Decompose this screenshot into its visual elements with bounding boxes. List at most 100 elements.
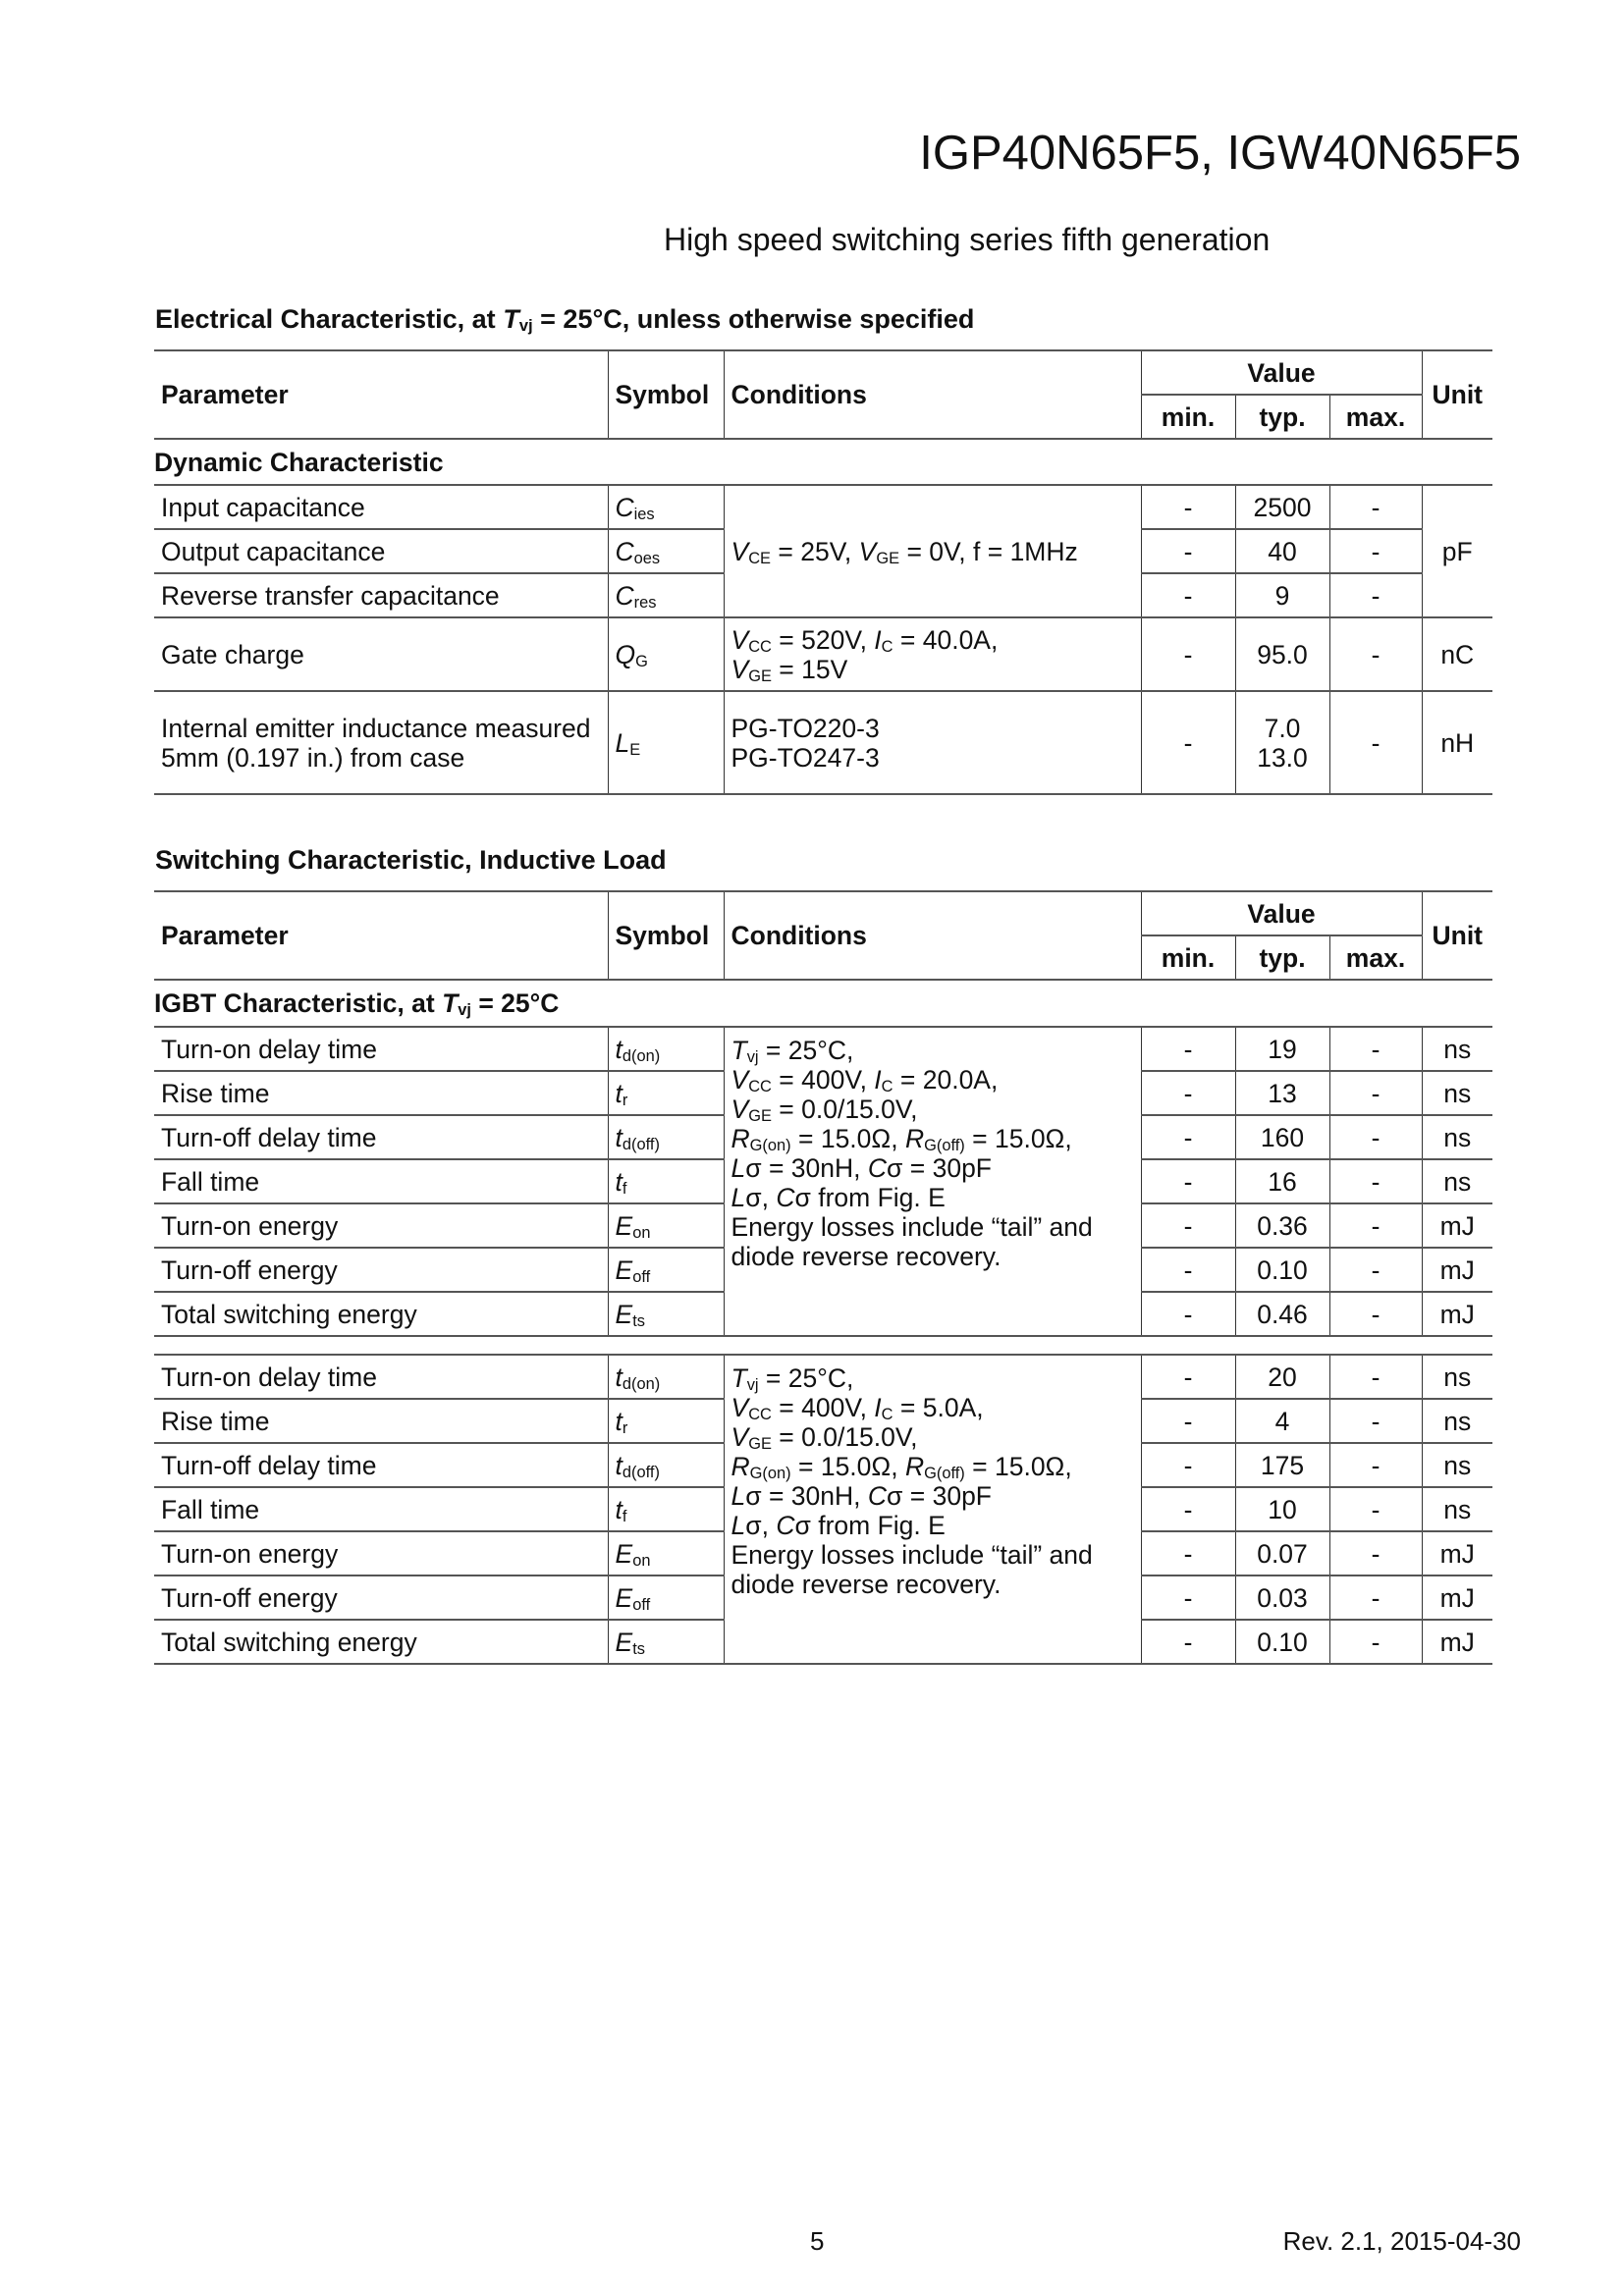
parameter-cell: Turn-off delay time <box>154 1115 608 1160</box>
unit-cell: mJ <box>1421 1531 1493 1576</box>
subscript: C <box>881 637 893 656</box>
header-min: min. <box>1140 395 1235 440</box>
italic-symbol: T <box>503 304 519 334</box>
symbol-cell: Cres <box>607 573 724 618</box>
condition-line: diode reverse recovery. <box>731 1242 1134 1271</box>
subscript: ies <box>633 505 655 523</box>
unit-cell: ns <box>1421 1399 1493 1444</box>
header-unit: Unit <box>1421 890 1493 981</box>
parameter-cell: Turn-on delay time <box>154 1027 608 1072</box>
symbol-cell: tf <box>607 1159 724 1204</box>
header-row: Parameter Symbol Conditions Value Unit <box>154 890 1493 981</box>
symbol-cell: tr <box>607 1399 724 1444</box>
subscript: CC <box>748 1406 772 1423</box>
symbol-cell: td(off) <box>607 1443 724 1488</box>
table-row: Turn-off delay time td(off) -160- ns <box>154 1115 1493 1160</box>
conditions-cell: VCC = 520V, IC = 40.0A, VGE = 15V <box>723 617 1141 692</box>
header-symbol: Symbol <box>607 890 724 981</box>
header-symbol: Symbol <box>607 349 724 440</box>
electrical-section-heading: Electrical Characteristic, at Tvj = 25°C… <box>155 304 974 335</box>
italic-symbol: L <box>731 1183 746 1212</box>
text-segment: = 25°C <box>470 988 560 1018</box>
parameter-cell: Rise time <box>154 1399 608 1444</box>
text-segment: Dynamic Characteristic <box>154 447 444 477</box>
condition-line: VGE = 0.0/15.0V, <box>731 1422 1134 1452</box>
typ-value-cell: 0.46 <box>1234 1292 1329 1337</box>
text-segment: = 520V, <box>771 624 875 655</box>
unit-cell: ns <box>1421 1115 1493 1160</box>
table-row: Rise time tr -13- ns <box>154 1071 1493 1116</box>
header-row: Parameter Symbol Conditions Value Unit <box>154 349 1493 440</box>
symbol-cell: Eoff <box>607 1575 724 1621</box>
condition-line: diode reverse recovery. <box>731 1570 1134 1599</box>
min-value-cell: - <box>1140 1115 1235 1160</box>
symbol-cell: Ets <box>607 1292 724 1337</box>
max-value-cell: - <box>1328 1354 1423 1400</box>
italic-symbol: I <box>874 1065 882 1095</box>
unit-cell: nC <box>1421 617 1493 692</box>
text-segment: IGBT Characteristic, at <box>154 988 443 1018</box>
table-row: Gate charge QG VCC = 520V, IC = 40.0A, VGE … <box>154 617 1493 692</box>
parameter-cell: Total switching energy <box>154 1620 608 1665</box>
typ-value-cell: 95.0 <box>1234 617 1329 692</box>
typ-value-cell: 4 <box>1234 1399 1329 1444</box>
max-value-cell: - <box>1328 529 1423 574</box>
document-title: IGP40N65F5, IGW40N65F5 <box>919 127 1521 180</box>
max-value-cell: - <box>1328 485 1423 530</box>
subscript: r <box>622 1091 628 1109</box>
typ-value-cell: 19 <box>1234 1027 1329 1072</box>
condition-line: Tvj = 25°C, <box>731 1036 1134 1065</box>
unit-cell: mJ <box>1421 1292 1493 1337</box>
subscript: on <box>632 1551 651 1570</box>
parameter-cell: Rise time <box>154 1071 608 1116</box>
min-value-cell: - <box>1140 1159 1235 1204</box>
subscript: on <box>632 1223 651 1242</box>
italic-symbol: L <box>731 1511 746 1540</box>
typ-value-cell: 0.03 <box>1234 1575 1329 1621</box>
table-row: Output capacitance Coes -40- <box>154 529 1492 574</box>
typ-value-cell: 40 <box>1234 529 1329 574</box>
min-value-cell: - <box>1140 1399 1235 1444</box>
subscript: f <box>622 1507 627 1525</box>
italic-symbol: E <box>615 1538 633 1569</box>
parameter-cell: Reverse transfer capacitance <box>154 573 608 618</box>
table-row: Rise time tr -4- ns <box>154 1399 1493 1444</box>
switching-section-heading: Switching Characteristic, Inductive Load <box>155 845 667 876</box>
table-row: Turn-off energy Eoff -0.10- mJ <box>154 1248 1493 1293</box>
subscript: G(on) <box>749 1465 791 1482</box>
italic-symbol: V <box>731 1393 749 1422</box>
header-typ: typ. <box>1234 935 1329 981</box>
symbol-cell: td(on) <box>607 1354 724 1400</box>
table-row: Internal emitter inductance measured 5mm… <box>154 691 1493 795</box>
subscript: off <box>632 1595 651 1614</box>
italic-symbol: C <box>867 1481 888 1511</box>
text-segment: σ = 30pF <box>887 1153 992 1183</box>
subscript: d(on) <box>622 1046 661 1065</box>
typ-value-cell: 13 <box>1234 1071 1329 1116</box>
parameter-cell: Turn-off delay time <box>154 1443 608 1488</box>
header-value: Value <box>1140 890 1423 936</box>
text-segment: = 15.0Ω, <box>790 1124 905 1153</box>
min-value-cell: - <box>1140 529 1235 574</box>
header-typ: typ. <box>1234 395 1329 440</box>
header-parameter: Parameter <box>154 349 608 440</box>
italic-symbol: T <box>731 1363 747 1393</box>
max-value-cell: - <box>1328 1203 1423 1249</box>
max-value-cell: - <box>1328 1487 1423 1532</box>
symbol-cell: LE <box>607 691 724 795</box>
symbol-cell: td(off) <box>607 1115 724 1160</box>
italic-symbol: V <box>731 1422 749 1452</box>
parameter-cell: Turn-on energy <box>154 1203 608 1249</box>
text-segment: = 400V, <box>771 1065 875 1095</box>
italic-symbol: V <box>731 624 749 655</box>
text-segment: Electrical Characteristic, at <box>155 304 504 334</box>
text-segment: = 40.0A, <box>893 624 999 655</box>
header-value: Value <box>1140 349 1423 396</box>
typ-value-cell: 0.36 <box>1234 1203 1329 1249</box>
condition-line: VGE = 0.0/15.0V, <box>731 1095 1134 1124</box>
condition-line: Energy losses include “tail” and <box>731 1540 1134 1570</box>
min-value-cell: - <box>1140 1443 1235 1488</box>
revision-info: Rev. 2.1, 2015-04-30 <box>1282 2226 1521 2256</box>
unit-cell: ns <box>1421 1159 1493 1204</box>
header-unit: Unit <box>1421 349 1493 440</box>
